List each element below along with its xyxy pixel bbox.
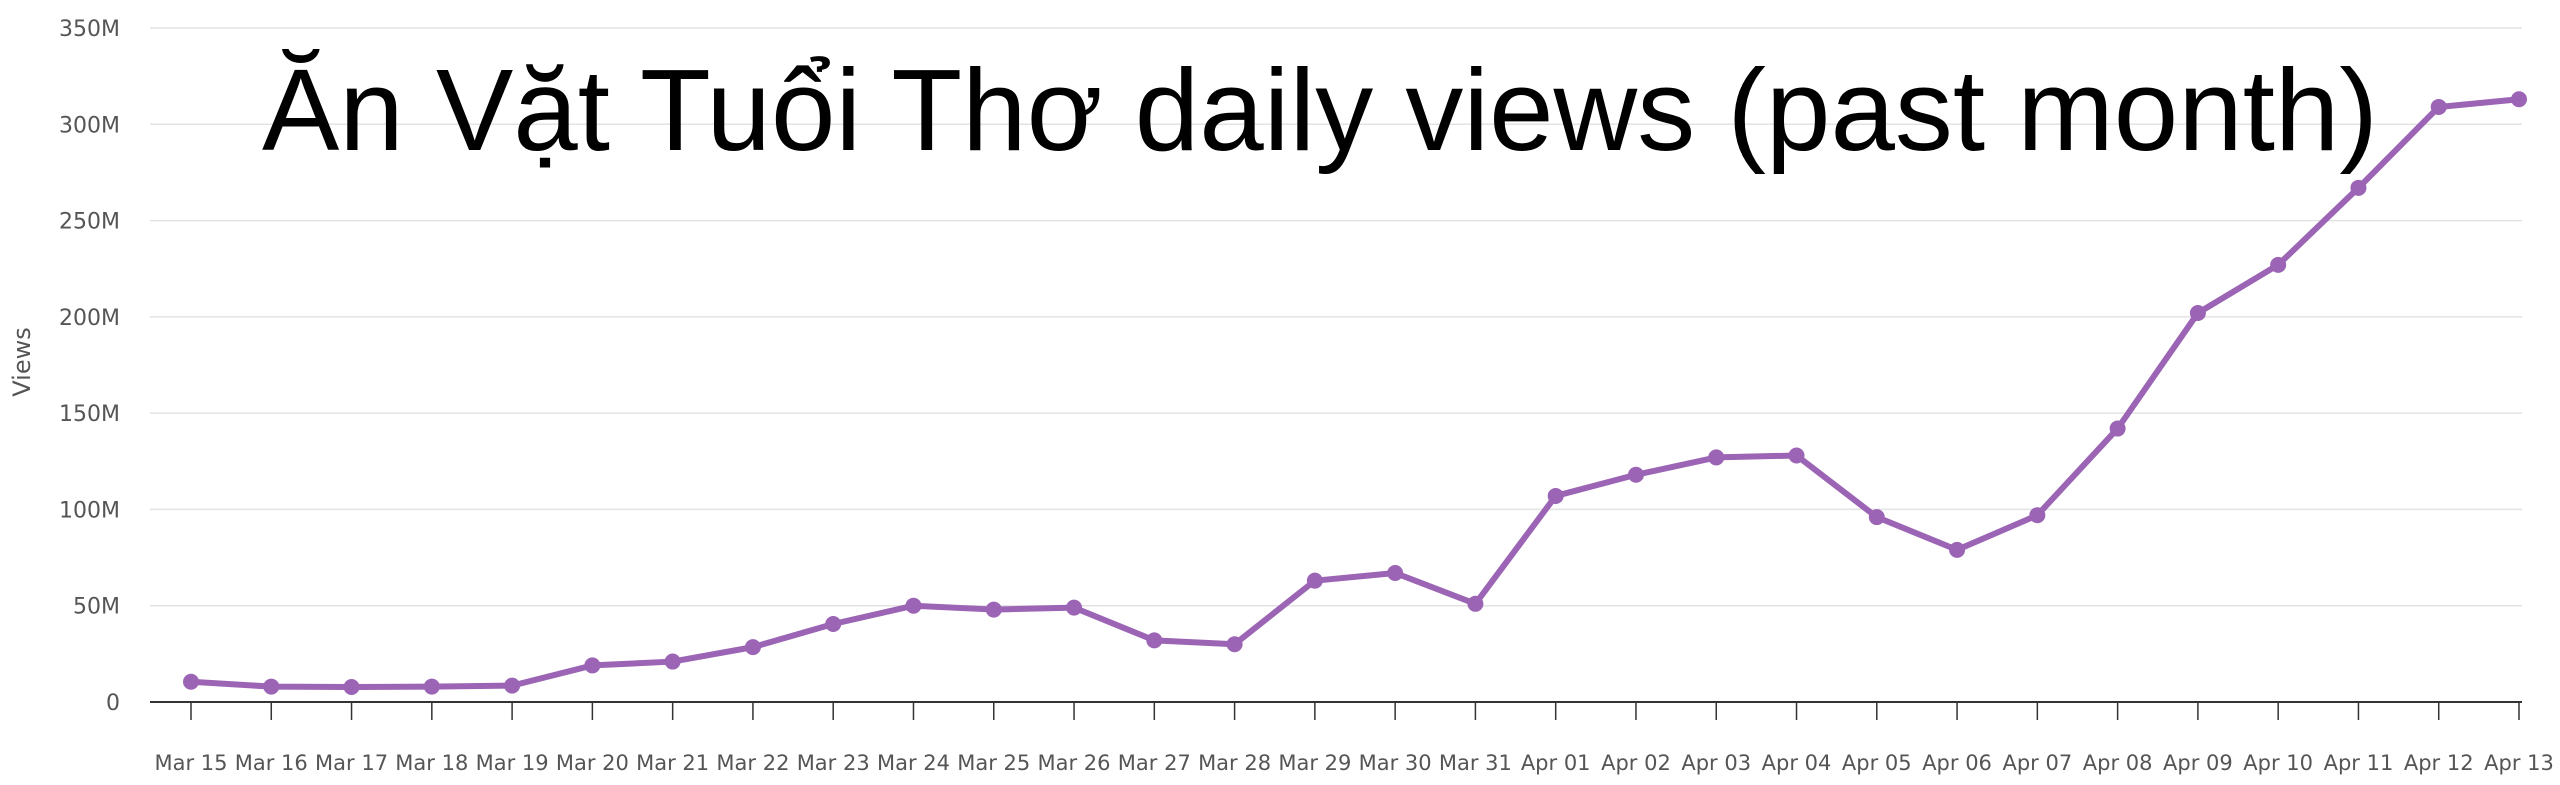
data-point[interactable] bbox=[2189, 305, 2206, 322]
x-tick-label: Mar 31 bbox=[1439, 751, 1512, 775]
x-tick-label: Mar 22 bbox=[716, 751, 789, 775]
y-tick-label: 200M bbox=[59, 306, 120, 331]
y-tick-label: 0 bbox=[106, 691, 120, 716]
data-point[interactable] bbox=[1387, 564, 1404, 581]
x-tick-label: Apr 05 bbox=[1842, 751, 1912, 775]
data-point[interactable] bbox=[2430, 98, 2447, 115]
x-tick-label: Mar 29 bbox=[1278, 751, 1351, 775]
x-tick-label: Mar 17 bbox=[315, 751, 388, 775]
data-point[interactable] bbox=[2109, 420, 2126, 437]
y-tick-label: 300M bbox=[59, 113, 120, 138]
data-point[interactable] bbox=[2511, 91, 2527, 108]
y-axis-tick-labels: 0 50M 100M 150M 200M 250M 300M 350M bbox=[59, 17, 120, 716]
x-tick-label: Apr 02 bbox=[1601, 751, 1671, 775]
x-tick-label: Mar 15 bbox=[154, 751, 227, 775]
data-point[interactable] bbox=[2350, 179, 2367, 196]
data-point[interactable] bbox=[1226, 636, 1243, 653]
x-tick-label: Apr 08 bbox=[2083, 751, 2153, 775]
series-views bbox=[183, 91, 2527, 695]
data-point[interactable] bbox=[825, 616, 842, 633]
x-tick-label: Mar 24 bbox=[877, 751, 950, 775]
data-point[interactable] bbox=[1708, 449, 1725, 466]
x-tick-label: Apr 13 bbox=[2484, 751, 2554, 775]
x-tick-label: Mar 20 bbox=[556, 751, 629, 775]
x-tick-label: Apr 07 bbox=[2002, 751, 2072, 775]
series-line bbox=[188, 96, 2522, 690]
x-axis bbox=[150, 701, 2522, 720]
data-point[interactable] bbox=[985, 601, 1002, 618]
data-point[interactable] bbox=[1868, 509, 1885, 526]
data-point[interactable] bbox=[664, 653, 681, 670]
y-tick-label: 150M bbox=[59, 402, 120, 427]
grid-lines bbox=[150, 27, 2522, 607]
data-point[interactable] bbox=[343, 678, 360, 695]
data-point[interactable] bbox=[263, 678, 280, 695]
data-point[interactable] bbox=[584, 657, 601, 674]
data-point[interactable] bbox=[1066, 599, 1083, 616]
data-point[interactable] bbox=[1627, 466, 1644, 483]
data-point[interactable] bbox=[504, 677, 521, 694]
x-tick-label: Mar 18 bbox=[395, 751, 468, 775]
x-tick-label: Mar 30 bbox=[1359, 751, 1432, 775]
x-tick-label: Apr 11 bbox=[2324, 751, 2394, 775]
x-tick-label: Mar 23 bbox=[797, 751, 870, 775]
y-tick-label: 250M bbox=[59, 210, 120, 235]
data-point[interactable] bbox=[1146, 632, 1163, 649]
x-tick-label: Apr 09 bbox=[2163, 751, 2233, 775]
data-point[interactable] bbox=[423, 678, 440, 695]
data-point[interactable] bbox=[1306, 572, 1323, 589]
x-tick-label: Mar 16 bbox=[235, 751, 308, 775]
x-tick-label: Mar 27 bbox=[1118, 751, 1191, 775]
x-tick-label: Apr 10 bbox=[2243, 751, 2313, 775]
x-tick-label: Apr 03 bbox=[1681, 751, 1751, 775]
chart-title: Ăn Vặt Tuổi Thơ daily views (past month) bbox=[262, 45, 2378, 175]
x-tick-label: Mar 28 bbox=[1198, 751, 1271, 775]
x-tick-label: Mar 26 bbox=[1038, 751, 1111, 775]
data-point[interactable] bbox=[2270, 256, 2287, 273]
y-tick-label: 100M bbox=[59, 498, 120, 523]
y-tick-label: 50M bbox=[73, 595, 120, 620]
data-point[interactable] bbox=[905, 597, 922, 614]
y-axis-title: Views bbox=[8, 327, 36, 396]
data-point[interactable] bbox=[744, 639, 761, 656]
data-point[interactable] bbox=[1467, 595, 1484, 612]
x-tick-label: Mar 19 bbox=[476, 751, 549, 775]
data-point[interactable] bbox=[1949, 541, 1966, 558]
x-tick-label: Apr 04 bbox=[1762, 751, 1832, 775]
x-axis-tick-labels: Mar 15 Mar 16 Mar 17 Mar 18 Mar 19 Mar 20 Mar … bbox=[154, 751, 2553, 775]
data-point[interactable] bbox=[2029, 507, 2046, 524]
x-tick-label: Apr 12 bbox=[2404, 751, 2474, 775]
y-tick-label: 350M bbox=[59, 17, 120, 42]
data-point[interactable] bbox=[183, 673, 199, 690]
x-tick-label: Mar 25 bbox=[957, 751, 1030, 775]
data-point[interactable] bbox=[1547, 487, 1564, 504]
x-tick-label: Mar 21 bbox=[636, 751, 709, 775]
x-tick-label: Apr 06 bbox=[1922, 751, 1992, 775]
data-point[interactable] bbox=[1788, 447, 1805, 464]
x-tick-label: Apr 01 bbox=[1521, 751, 1591, 775]
